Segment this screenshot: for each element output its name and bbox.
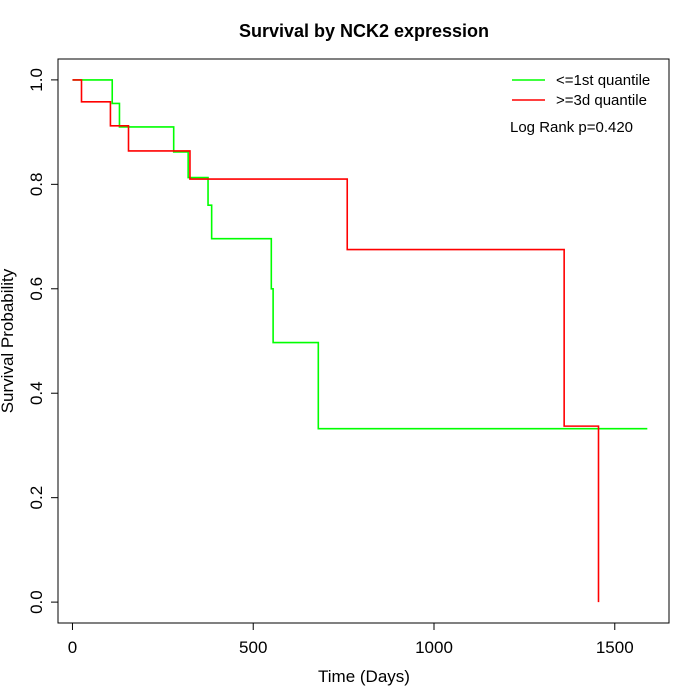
series-line-0	[72, 79, 648, 430]
x-tick-label-2: 1000	[415, 638, 453, 657]
y-tick-label-4: 0.8	[27, 173, 46, 197]
plot-frame	[57, 58, 670, 624]
y-axis: 0.0 0.2 0.4 0.6 0.8 1.0	[27, 68, 59, 614]
series-layer	[72, 79, 648, 603]
y-tick-label-1: 0.2	[27, 486, 46, 510]
y-tick-label-0: 0.0	[27, 590, 46, 614]
x-tick-label-1: 500	[239, 638, 267, 657]
chart-title: Survival by NCK2 expression	[239, 21, 489, 41]
legend: <=1st quantile >=3d quantile	[512, 72, 650, 109]
x-tick-label-3: 1500	[596, 638, 634, 657]
legend-label-1: >=3d quantile	[556, 92, 647, 109]
x-tick-label-0: 0	[68, 638, 77, 657]
y-tick-label-2: 0.4	[27, 381, 46, 405]
series-line-1	[72, 79, 600, 603]
y-axis-label: Survival Probability	[0, 268, 17, 413]
y-tick-label-5: 1.0	[27, 68, 46, 92]
x-axis-label: Time (Days)	[318, 667, 410, 686]
y-tick-label-3: 0.6	[27, 277, 46, 301]
legend-label-0: <=1st quantile	[556, 72, 650, 89]
x-axis: 0 500 1000 1500	[68, 622, 634, 657]
log-rank-annotation: Log Rank p=0.420	[510, 119, 633, 136]
